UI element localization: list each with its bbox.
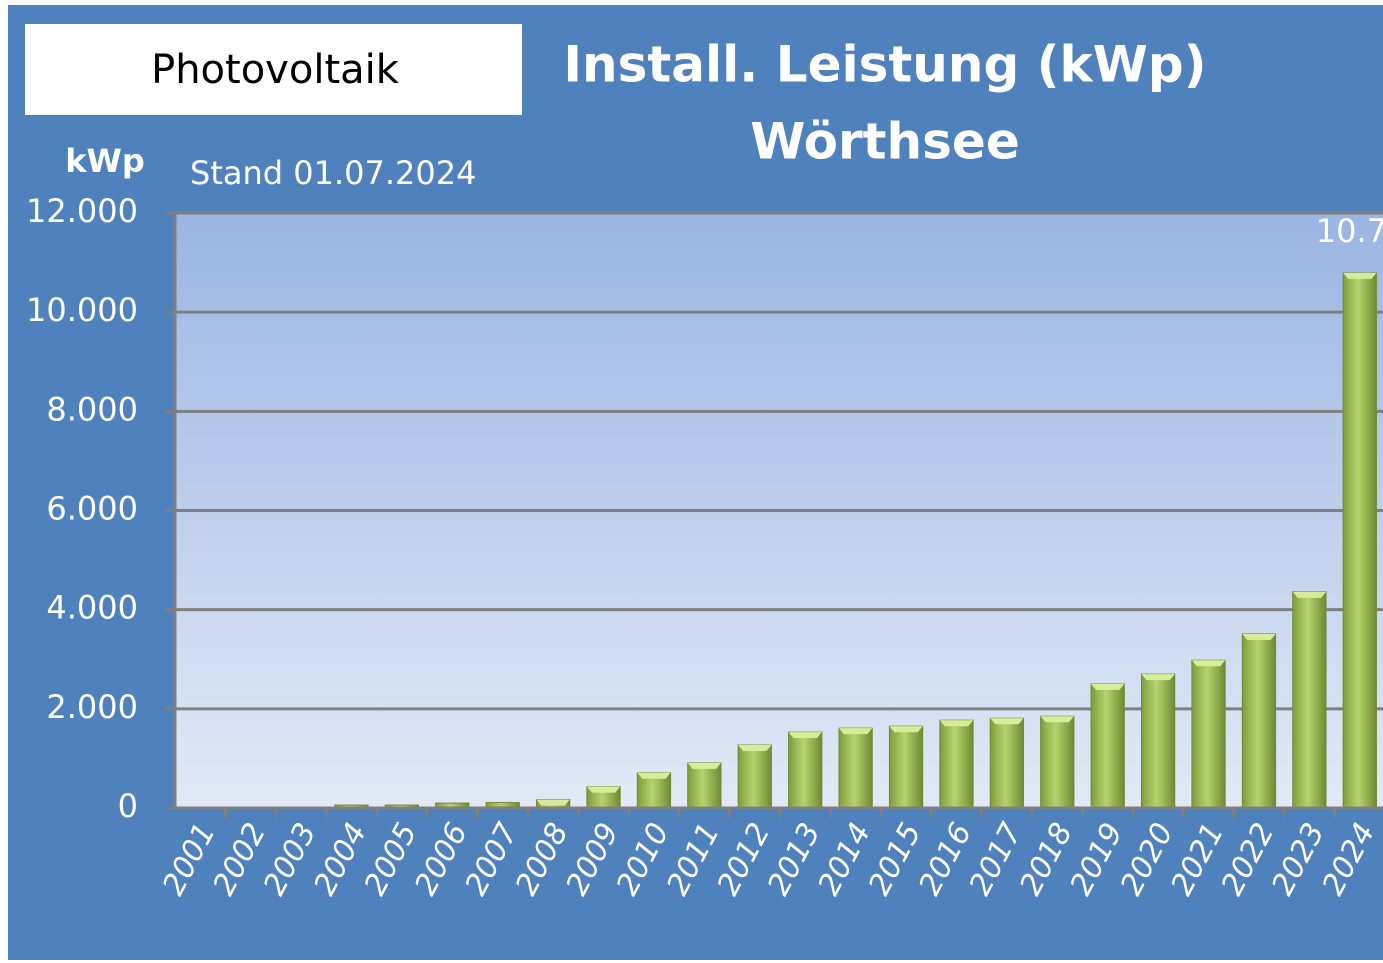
- bar: [1292, 591, 1327, 809]
- bar-cap: [536, 799, 570, 806]
- bar-cap: [738, 745, 772, 752]
- bar-cap: [1242, 633, 1276, 640]
- bar-cap: [838, 728, 873, 735]
- y-tick-label: 8.000: [46, 390, 138, 428]
- bar: [838, 727, 873, 809]
- subtitle: Stand 01.07.2024: [190, 154, 476, 192]
- bar-cap: [687, 762, 722, 769]
- badge-box: [25, 24, 522, 115]
- badge: Photovoltaik: [151, 47, 400, 93]
- chart-title: Install. Leistung (kWp): [563, 36, 1206, 94]
- bar-cap: [637, 772, 671, 779]
- bar: [788, 731, 823, 809]
- bar: [737, 744, 772, 809]
- chart-title: Wörthsee: [750, 113, 1019, 171]
- bar: [1241, 633, 1277, 809]
- bar-cap: [990, 718, 1024, 725]
- y-tick-label: 12.000: [26, 192, 138, 230]
- y-tick-label: 4.000: [46, 589, 138, 627]
- bar-cap: [889, 726, 923, 733]
- bar: [1342, 272, 1377, 809]
- bar: [1040, 715, 1075, 809]
- bar-cap: [586, 786, 621, 793]
- bar-cap: [1040, 716, 1074, 723]
- bar-cap: [1191, 660, 1226, 667]
- bar: [1140, 673, 1176, 809]
- bar-cap: [1292, 591, 1327, 598]
- y-axis-label: kWp: [65, 142, 144, 180]
- bar: [989, 717, 1025, 809]
- bar: [1191, 659, 1226, 809]
- bar: [687, 762, 722, 809]
- value-label: 10.792: [1316, 212, 1383, 250]
- bar-cap: [1141, 674, 1175, 681]
- y-tick-label: 6.000: [46, 490, 138, 528]
- y-tick-label: 0: [118, 787, 138, 825]
- bar-cap: [939, 720, 974, 727]
- bar: [1090, 683, 1125, 809]
- bar: [939, 719, 974, 809]
- y-tick-label: 2.000: [46, 688, 138, 726]
- bar-cap: [1343, 272, 1377, 279]
- y-tick-label: 10.000: [26, 291, 138, 329]
- bar-cap: [1091, 684, 1125, 691]
- bar: [888, 725, 924, 809]
- bar-cap: [788, 732, 822, 739]
